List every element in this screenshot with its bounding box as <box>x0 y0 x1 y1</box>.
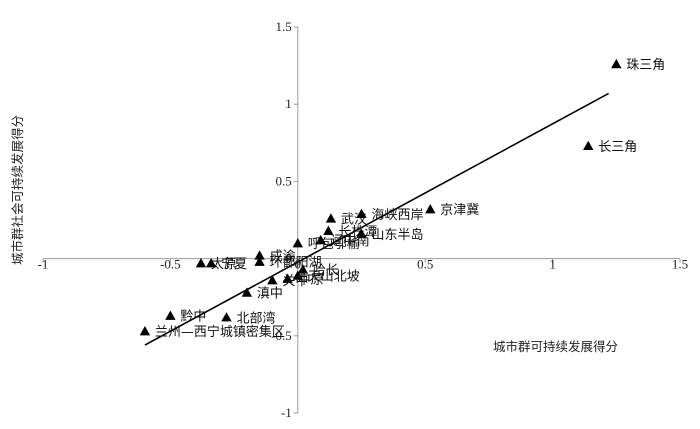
data-point-label: 滇中 <box>257 287 283 302</box>
data-point-marker <box>221 312 232 322</box>
data-point-label: 中原 <box>298 273 324 288</box>
data-point-marker <box>165 310 176 320</box>
y-tick-label: -1 <box>281 405 292 420</box>
data-point-marker <box>195 258 207 268</box>
data-point-label: 山东半岛 <box>372 227 424 243</box>
data-point-marker <box>323 225 334 235</box>
data-point-label: 成渝 <box>270 249 296 265</box>
data-point-label: 呼包鄂榆 <box>308 237 360 252</box>
data-point-marker <box>254 250 265 260</box>
data-point-marker <box>292 237 303 248</box>
data-point-label: 长株潭 <box>338 225 377 240</box>
data-point-marker <box>205 258 217 268</box>
data-point-label: 天山北坡 <box>308 270 360 285</box>
data-point-marker <box>583 140 594 151</box>
trendline-group <box>144 92 610 346</box>
x-tick-label: -0.5 <box>160 257 181 272</box>
x-tick-label: -1 <box>38 257 49 272</box>
y-tick-label: 1.5 <box>276 19 292 34</box>
data-point-marker <box>267 275 278 285</box>
data-point-marker <box>241 287 253 297</box>
axes: -1 -0.5 0 0.5 1 1.5 1.5 1 0.5 0 -0.5 -1 <box>38 19 689 420</box>
y-tick-label: 0.5 <box>276 173 292 188</box>
data-point-marker <box>356 208 367 218</box>
data-point-label: 环鄱阳湖 <box>270 256 322 271</box>
data-point-label: 北部湾 <box>236 310 275 326</box>
data-point-marker <box>325 213 337 223</box>
data-point-label: 珠三角 <box>626 58 665 73</box>
y-tick-label: -0.5 <box>271 328 292 343</box>
data-point-label: 武汉 <box>341 212 367 227</box>
y-tick-label: 1 <box>285 96 292 111</box>
trendline <box>144 92 610 346</box>
x-tick-label: 1.5 <box>672 257 688 272</box>
data-point-label: 海峡西岸 <box>372 208 424 223</box>
data-point-marker <box>254 256 265 266</box>
data-point-label: 关中 <box>282 274 308 289</box>
data-point-marker <box>297 264 309 274</box>
data-point-label: 京津冀 <box>440 202 479 218</box>
y-tick-label: 0 <box>285 251 292 266</box>
data-point-marker <box>425 203 436 214</box>
x-tick-label: 0.5 <box>417 257 433 272</box>
data-point-label: 太原 <box>211 257 237 272</box>
data-point-marker <box>611 58 622 69</box>
data-point-marker <box>139 325 151 336</box>
data-point-marker <box>292 270 303 280</box>
data-point-marker <box>282 273 293 283</box>
data-point-label: 兰州—西宁城镇密集区 <box>155 324 285 340</box>
data-point-marker <box>356 228 367 239</box>
data-point-label: 长三角 <box>598 140 637 155</box>
data-point-label: 辽中南 <box>331 233 370 249</box>
data-point-marker <box>315 234 326 245</box>
x-axis-title: 城市群可持续发展得分 <box>493 339 618 354</box>
x-tick-label: 0 <box>295 257 302 272</box>
y-axis-title: 城市群社会可持续发展得分 <box>10 115 25 265</box>
data-point-label: 宁夏 <box>221 256 247 272</box>
data-point-label: 哈长 <box>313 263 339 278</box>
data-point-label: 黔中 <box>180 310 206 325</box>
x-tick-label: 1 <box>549 257 556 272</box>
